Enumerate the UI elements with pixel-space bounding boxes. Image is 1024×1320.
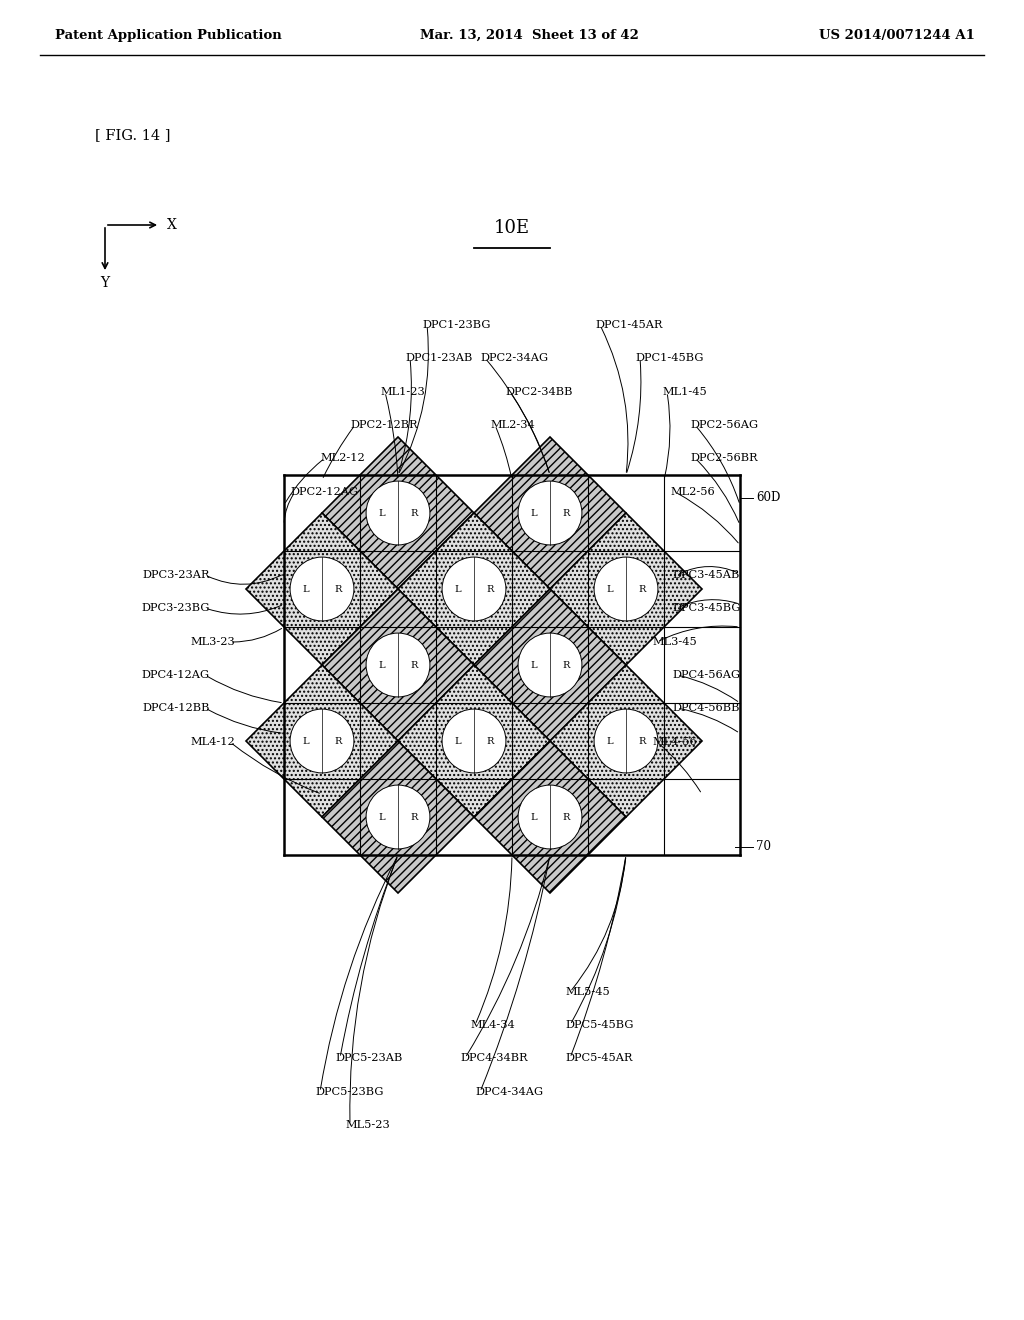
Text: L: L	[530, 813, 538, 821]
Text: ML5-45: ML5-45	[565, 987, 609, 997]
Text: Patent Application Publication: Patent Application Publication	[55, 29, 282, 41]
Polygon shape	[474, 741, 626, 894]
Text: R: R	[486, 585, 494, 594]
Text: L: L	[379, 813, 385, 821]
Polygon shape	[322, 437, 474, 589]
Text: US 2014/0071244 A1: US 2014/0071244 A1	[819, 29, 975, 41]
Text: 60D: 60D	[756, 491, 780, 504]
Text: L: L	[530, 660, 538, 669]
Text: DPC3-45AB: DPC3-45AB	[672, 570, 739, 579]
Text: DPC2-56BR: DPC2-56BR	[690, 453, 758, 463]
Text: R: R	[638, 737, 646, 746]
Text: DPC4-12BB: DPC4-12BB	[142, 704, 210, 713]
Text: R: R	[411, 813, 418, 821]
Text: ML2-12: ML2-12	[319, 453, 365, 463]
Polygon shape	[550, 513, 702, 665]
Polygon shape	[398, 665, 550, 817]
Text: L: L	[303, 585, 309, 594]
Ellipse shape	[594, 557, 657, 620]
Text: R: R	[334, 585, 342, 594]
Text: L: L	[379, 508, 385, 517]
Text: L: L	[455, 737, 462, 746]
Text: [ FIG. 14 ]: [ FIG. 14 ]	[95, 128, 171, 143]
Text: 10E: 10E	[494, 219, 530, 238]
Text: DPC5-45BG: DPC5-45BG	[565, 1020, 634, 1030]
Ellipse shape	[367, 634, 430, 697]
Text: DPC4-34AG: DPC4-34AG	[475, 1086, 543, 1097]
Text: DPC2-12BR: DPC2-12BR	[350, 420, 418, 430]
Polygon shape	[246, 665, 398, 817]
Text: ML3-23: ML3-23	[190, 638, 234, 647]
Polygon shape	[246, 513, 398, 665]
Text: DPC3-45BG: DPC3-45BG	[672, 603, 740, 612]
Text: DPC3-23BG: DPC3-23BG	[141, 603, 210, 612]
Text: L: L	[303, 737, 309, 746]
Text: DPC2-34AG: DPC2-34AG	[480, 352, 548, 363]
Text: ML1-45: ML1-45	[662, 387, 707, 397]
Text: DPC5-23AB: DPC5-23AB	[335, 1053, 402, 1063]
Ellipse shape	[367, 480, 430, 545]
Text: L: L	[607, 737, 613, 746]
Text: DPC1-45BG: DPC1-45BG	[635, 352, 703, 363]
Text: DPC2-56AG: DPC2-56AG	[690, 420, 758, 430]
Text: L: L	[530, 508, 538, 517]
Text: R: R	[638, 585, 646, 594]
Text: R: R	[334, 737, 342, 746]
Text: DPC4-12AG: DPC4-12AG	[142, 671, 210, 680]
Text: DPC4-56AG: DPC4-56AG	[672, 671, 740, 680]
Text: L: L	[607, 585, 613, 594]
Text: R: R	[486, 737, 494, 746]
Ellipse shape	[518, 480, 582, 545]
Ellipse shape	[367, 785, 430, 849]
Text: 70: 70	[756, 841, 771, 854]
Text: DPC4-56BB: DPC4-56BB	[672, 704, 739, 713]
Ellipse shape	[290, 709, 354, 774]
Text: X: X	[167, 218, 177, 232]
Ellipse shape	[442, 557, 506, 620]
Text: R: R	[411, 660, 418, 669]
Ellipse shape	[442, 709, 506, 774]
Text: DPC2-34BB: DPC2-34BB	[505, 387, 572, 397]
Text: DPC1-45AR: DPC1-45AR	[595, 319, 663, 330]
Text: ML4-12: ML4-12	[190, 737, 234, 747]
Text: R: R	[562, 813, 569, 821]
Ellipse shape	[518, 785, 582, 849]
Polygon shape	[474, 589, 626, 741]
Text: DPC5-45AR: DPC5-45AR	[565, 1053, 633, 1063]
Polygon shape	[550, 665, 702, 817]
Text: DPC2-12AG: DPC2-12AG	[290, 487, 358, 498]
Polygon shape	[322, 741, 474, 894]
Text: ML4-56: ML4-56	[652, 737, 696, 747]
Text: ML5-23: ML5-23	[345, 1119, 390, 1130]
Polygon shape	[398, 513, 550, 665]
Text: ML2-34: ML2-34	[490, 420, 535, 430]
Text: ML1-23: ML1-23	[380, 387, 425, 397]
Ellipse shape	[594, 709, 657, 774]
Ellipse shape	[290, 557, 354, 620]
Text: R: R	[411, 508, 418, 517]
Text: L: L	[379, 660, 385, 669]
Text: Mar. 13, 2014  Sheet 13 of 42: Mar. 13, 2014 Sheet 13 of 42	[420, 29, 639, 41]
Text: DPC5-23BG: DPC5-23BG	[315, 1086, 384, 1097]
Ellipse shape	[518, 634, 582, 697]
Text: DPC3-23AR: DPC3-23AR	[142, 570, 210, 579]
Text: ML2-56: ML2-56	[670, 487, 715, 498]
Text: L: L	[455, 585, 462, 594]
Polygon shape	[474, 437, 626, 589]
Text: Y: Y	[100, 276, 110, 290]
Polygon shape	[322, 589, 474, 741]
Text: DPC4-34BR: DPC4-34BR	[460, 1053, 527, 1063]
Text: DPC1-23AB: DPC1-23AB	[406, 352, 472, 363]
Text: R: R	[562, 660, 569, 669]
Text: DPC1-23BG: DPC1-23BG	[422, 319, 490, 330]
Text: R: R	[562, 508, 569, 517]
Text: ML3-45: ML3-45	[652, 638, 696, 647]
Text: ML4-34: ML4-34	[470, 1020, 515, 1030]
